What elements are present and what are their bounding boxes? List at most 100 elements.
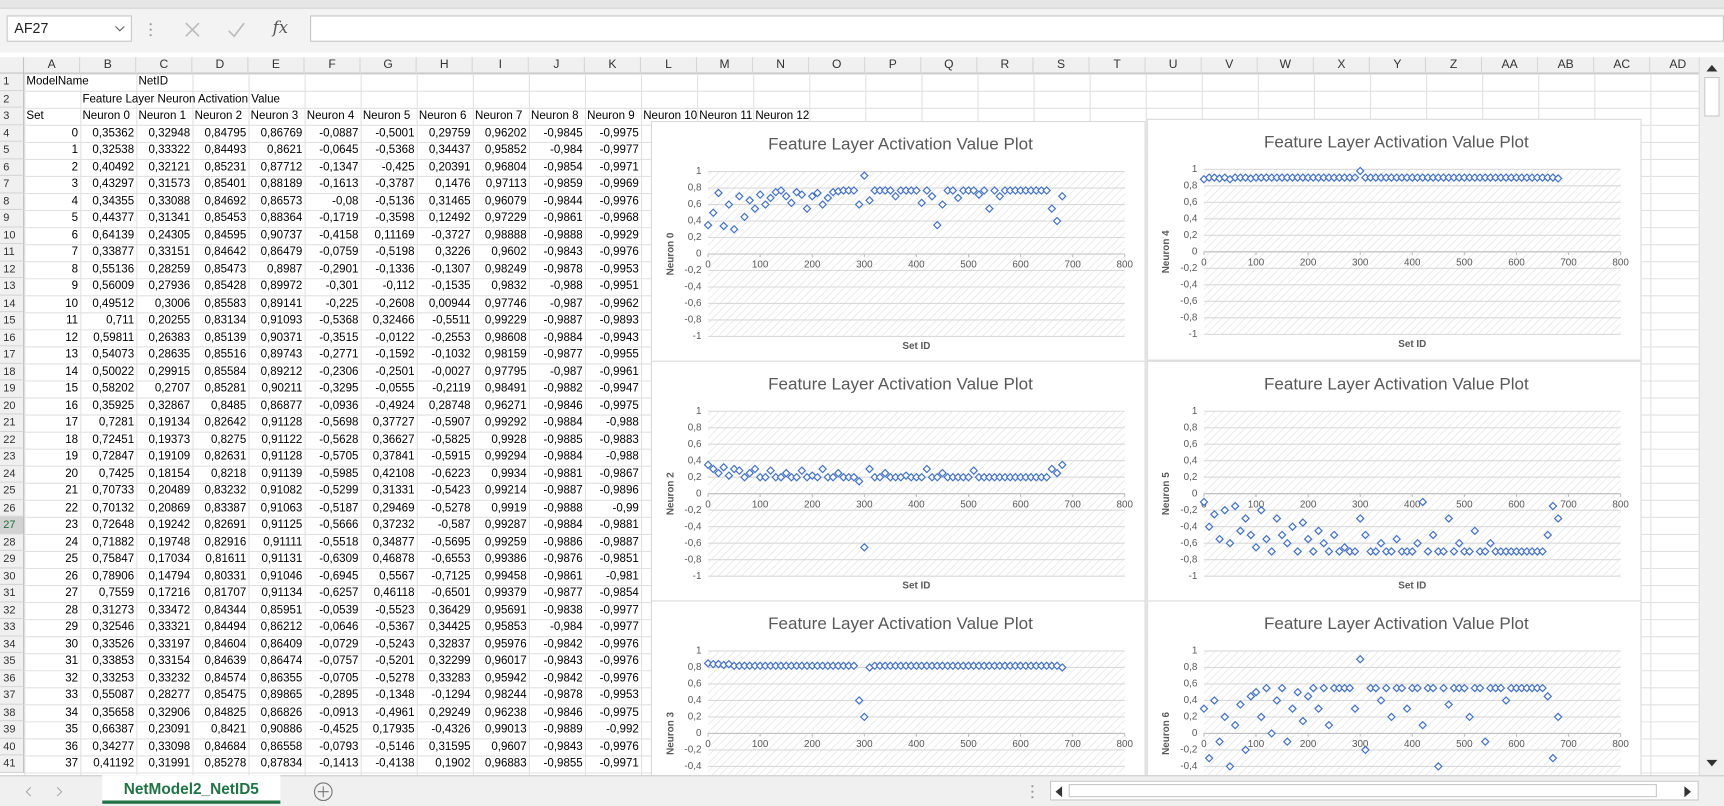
column-header[interactable]: A [24,57,81,74]
column-header[interactable]: Q [921,57,978,74]
cell[interactable]: -0,4138 [375,756,415,770]
column-header[interactable]: AA [1482,57,1539,74]
cell[interactable]: -0,5187 [319,500,359,515]
cell[interactable]: 0,43297 [92,177,135,191]
cell[interactable]: -0,5136 [375,194,415,208]
cell[interactable]: 0,32299 [428,654,471,668]
cell[interactable]: 0,64139 [92,228,135,242]
cell[interactable]: -0,5705 [319,449,359,463]
cell[interactable]: -0,4158 [319,228,359,242]
cell[interactable]: 0,17034 [148,551,191,566]
cell[interactable]: 0,91122 [261,432,303,446]
cell[interactable]: 0,00944 [428,296,471,310]
cell[interactable]: -0,0729 [319,637,359,651]
cell[interactable]: -0,5368 [319,313,359,327]
cell[interactable]: -0,9859 [543,177,583,191]
cell[interactable]: 6 [71,228,79,242]
cell[interactable]: 0,89743 [260,347,303,361]
cell[interactable]: -0,9878 [543,688,583,702]
cell[interactable]: -0,0759 [319,245,359,259]
cell[interactable]: 0,19242 [148,517,191,532]
cell[interactable]: 0,71882 [92,534,135,549]
cell[interactable]: 0,33098 [148,739,191,753]
cell[interactable]: -0,5423 [431,483,471,498]
cell[interactable]: 0,33526 [92,637,135,651]
cell[interactable]: 0,85584 [204,364,247,378]
cell[interactable]: 0,33877 [92,245,135,259]
cell[interactable]: -0,9884 [543,330,583,344]
cell[interactable]: -0,9977 [599,603,639,617]
cell[interactable]: 17 [65,415,79,429]
cell[interactable]: 0,41192 [93,756,135,770]
cell[interactable]: -0,9962 [599,296,639,310]
scatter-chart[interactable]: Feature Layer Activation Value Plot Neuro… [650,360,1146,603]
cell[interactable]: -0,5198 [375,245,415,259]
cell[interactable]: Neuron 6 [418,108,467,123]
cell[interactable]: -0,9947 [599,381,639,395]
column-header[interactable]: AD [1650,57,1699,74]
cell[interactable]: 0,91111 [263,534,303,549]
cell[interactable]: 0,98608 [484,330,527,344]
cell[interactable]: 0,96271 [484,398,527,412]
column-header[interactable]: K [584,57,642,74]
cell[interactable]: -0,1719 [319,211,359,225]
cell[interactable]: 0,75847 [92,551,135,566]
cell[interactable]: 0,33322 [148,142,191,157]
cell[interactable]: 0,70132 [92,500,135,515]
cell[interactable]: -0,5907 [431,415,471,429]
row-header[interactable]: 31 [0,584,25,603]
cell[interactable]: -0,1294 [431,688,471,702]
cell[interactable]: 34 [65,705,79,719]
column-header[interactable]: I [472,57,529,74]
row-header[interactable]: 20 [0,397,25,415]
cell[interactable]: 0,24305 [148,228,191,242]
cell[interactable]: 0,8485 [210,398,247,412]
cell[interactable]: 0,99458 [484,569,527,583]
cell[interactable]: 0,17935 [372,722,415,736]
row-header[interactable]: 37 [0,687,25,705]
cell[interactable]: 0,86877 [260,398,303,412]
cell[interactable]: -0,9861 [543,211,583,225]
cell[interactable]: -0,5695 [431,534,471,549]
cell[interactable]: 31 [65,654,79,668]
cell[interactable]: 0,26383 [148,330,191,344]
cell[interactable]: -0,1592 [375,347,415,361]
cell[interactable]: Neuron 12 [755,108,810,123]
row-header[interactable]: 38 [0,704,25,722]
row-header[interactable]: 11 [0,244,25,262]
row-header[interactable]: 25 [0,482,25,500]
cell[interactable]: 0,7281 [98,415,135,429]
cell[interactable]: 19 [65,449,79,463]
column-header[interactable]: G [360,57,417,74]
cell[interactable]: 0,70733 [92,483,135,498]
cell[interactable]: -0,5278 [375,671,415,685]
cell[interactable]: 0,81611 [205,551,247,566]
cell[interactable]: -0,2895 [319,688,359,702]
cell[interactable]: -0,4924 [375,398,415,412]
cell[interactable]: -0,9881 [599,517,639,532]
cell[interactable]: 0,20255 [148,313,191,327]
cell[interactable]: 0,33154 [148,654,191,668]
cell[interactable]: -0,2501 [375,364,415,378]
cell[interactable]: -0,5666 [319,517,359,532]
cell[interactable]: -0,9976 [599,671,639,685]
cell[interactable]: -0,0555 [375,381,415,395]
cell[interactable]: 30 [65,637,79,651]
cell[interactable]: 0,95976 [484,637,527,651]
cell[interactable]: 0,85428 [204,279,247,293]
cell[interactable]: -0,9842 [543,637,583,651]
column-header[interactable]: B [80,57,137,74]
cell[interactable]: 0,96238 [484,705,527,719]
cell[interactable]: 0,14794 [148,569,191,583]
cell[interactable]: 0,99386 [484,551,527,566]
cell[interactable]: 36 [65,739,79,753]
cell[interactable]: 0,84642 [204,245,247,259]
cell[interactable]: 0,36627 [372,432,415,446]
cell[interactable]: -0,5628 [319,432,359,446]
cell[interactable]: -0,0936 [319,398,359,412]
cell[interactable]: -0,9961 [599,364,639,378]
cell[interactable]: 0,32538 [92,142,135,157]
column-header[interactable]: AB [1538,57,1595,74]
cell[interactable]: -0,5299 [319,483,359,498]
scroll-down[interactable] [1704,757,1719,770]
